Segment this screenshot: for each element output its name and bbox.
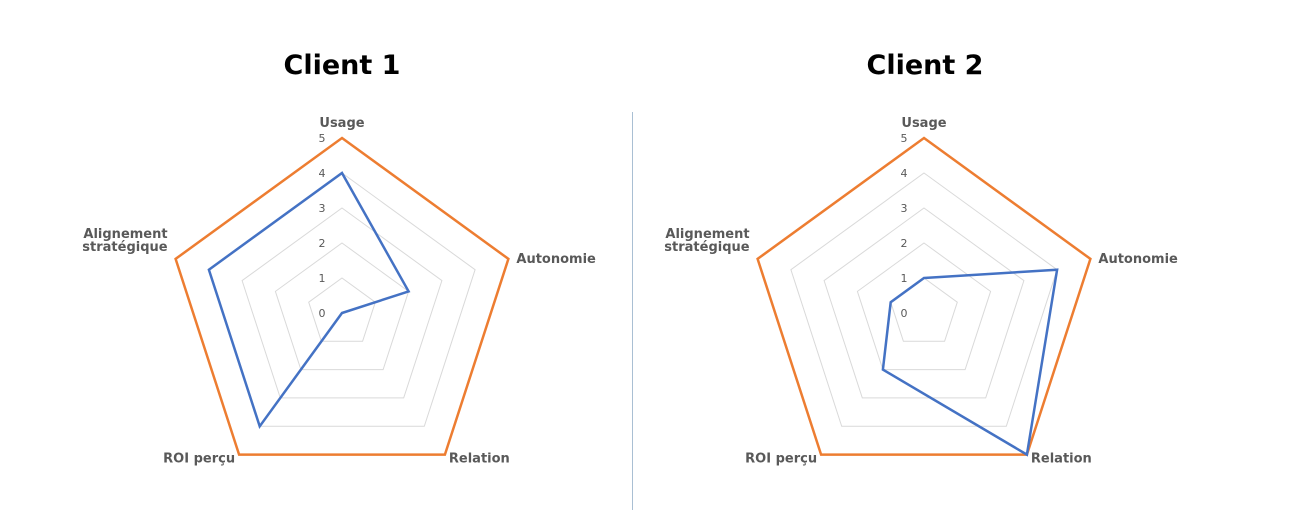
axis-label: Autonomie — [1098, 252, 1178, 267]
axis-label: Usage — [319, 116, 364, 131]
axis-label: Usage — [901, 116, 946, 131]
tick-label: 0 — [319, 307, 326, 320]
series-1-line — [756, 136, 1092, 456]
tick-label: 2 — [901, 237, 908, 250]
tick-label: 5 — [901, 132, 908, 145]
grid-ring-2 — [274, 242, 410, 371]
series-1-line — [174, 136, 510, 456]
tick-label: 1 — [319, 272, 326, 285]
radar-grid — [790, 172, 1058, 427]
chart-title-client-1: Client 1 — [283, 50, 401, 81]
series-2-line — [207, 171, 411, 430]
chart-divider — [632, 112, 633, 510]
grid-ring-1 — [308, 277, 376, 342]
axis-label: Alignement stratégique — [664, 227, 749, 255]
series-2-line — [881, 268, 1059, 457]
grid-ring-3 — [823, 207, 1025, 399]
axis-label: Autonomie — [516, 252, 596, 267]
chart-title-client-2: Client 2 — [866, 50, 984, 81]
tick-label: 3 — [319, 202, 326, 215]
axis-label: ROI perçu — [745, 452, 817, 467]
grid-ring-2 — [856, 242, 992, 371]
axis-label: ROI perçu — [163, 452, 235, 467]
tick-label: 0 — [901, 307, 908, 320]
tick-label: 4 — [319, 167, 326, 180]
tick-label: 1 — [901, 272, 908, 285]
axis-label: Relation — [1031, 452, 1092, 467]
grid-ring-4 — [790, 172, 1058, 427]
axis-label: Relation — [449, 452, 510, 467]
tick-label: 2 — [319, 237, 326, 250]
tick-label: 5 — [319, 132, 326, 145]
grid-ring-3 — [241, 207, 443, 399]
axis-label: Alignement stratégique — [82, 227, 167, 255]
tick-label: 4 — [901, 167, 908, 180]
tick-label: 3 — [901, 202, 908, 215]
